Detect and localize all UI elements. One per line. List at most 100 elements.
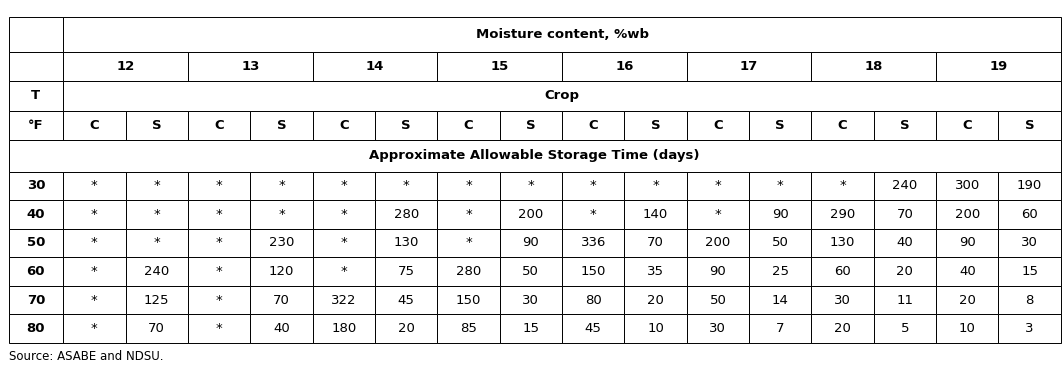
Bar bbox=[749, 314, 812, 343]
Text: S: S bbox=[152, 119, 162, 131]
Text: 140: 140 bbox=[643, 208, 668, 221]
Text: 45: 45 bbox=[398, 293, 415, 306]
Bar bbox=[936, 52, 1061, 82]
Text: 80: 80 bbox=[585, 293, 601, 306]
Text: 120: 120 bbox=[269, 265, 294, 278]
Bar bbox=[9, 111, 63, 140]
Bar bbox=[812, 52, 936, 82]
Bar bbox=[63, 314, 126, 343]
Text: 15: 15 bbox=[1021, 265, 1038, 278]
Text: Crop: Crop bbox=[545, 90, 580, 102]
Bar bbox=[313, 52, 437, 82]
Text: 30: 30 bbox=[710, 322, 727, 335]
Bar bbox=[812, 172, 874, 200]
Bar bbox=[188, 172, 250, 200]
Text: 17: 17 bbox=[739, 61, 759, 73]
Text: 30: 30 bbox=[834, 293, 851, 306]
Text: 25: 25 bbox=[771, 265, 788, 278]
Text: 70: 70 bbox=[148, 322, 165, 335]
Text: *: * bbox=[92, 293, 98, 306]
Text: 50: 50 bbox=[710, 293, 727, 306]
Text: 20: 20 bbox=[647, 293, 664, 306]
Text: *: * bbox=[528, 180, 534, 192]
Text: 130: 130 bbox=[830, 236, 855, 249]
Bar bbox=[250, 257, 313, 286]
Text: 15: 15 bbox=[522, 322, 539, 335]
Bar bbox=[250, 111, 313, 140]
Bar bbox=[250, 314, 313, 343]
Text: 15: 15 bbox=[491, 61, 509, 73]
Text: 70: 70 bbox=[27, 293, 45, 306]
Bar bbox=[63, 229, 126, 257]
Text: 60: 60 bbox=[27, 265, 45, 278]
Text: 11: 11 bbox=[897, 293, 913, 306]
Text: C: C bbox=[963, 119, 972, 131]
Bar bbox=[63, 200, 126, 229]
Text: Approximate Allowable Storage Time (days): Approximate Allowable Storage Time (days… bbox=[369, 149, 700, 162]
Text: 18: 18 bbox=[865, 61, 883, 73]
Bar bbox=[625, 286, 686, 314]
Text: 280: 280 bbox=[394, 208, 419, 221]
Text: 5: 5 bbox=[901, 322, 909, 335]
Bar bbox=[686, 257, 749, 286]
Text: 12: 12 bbox=[116, 61, 135, 73]
Bar bbox=[874, 257, 936, 286]
Text: *: * bbox=[340, 236, 347, 249]
Bar bbox=[375, 200, 437, 229]
Bar bbox=[812, 229, 874, 257]
Text: *: * bbox=[340, 208, 347, 221]
Text: 190: 190 bbox=[1017, 180, 1043, 192]
Bar bbox=[188, 257, 250, 286]
Text: 40: 40 bbox=[273, 322, 289, 335]
Bar bbox=[437, 229, 500, 257]
Text: 70: 70 bbox=[273, 293, 289, 306]
Text: *: * bbox=[465, 180, 471, 192]
Text: 90: 90 bbox=[522, 236, 539, 249]
Bar bbox=[812, 257, 874, 286]
Text: *: * bbox=[340, 265, 347, 278]
Text: *: * bbox=[589, 180, 597, 192]
Bar bbox=[313, 111, 375, 140]
Bar bbox=[812, 111, 874, 140]
Bar bbox=[437, 172, 500, 200]
Bar bbox=[812, 314, 874, 343]
Text: *: * bbox=[92, 180, 98, 192]
Text: *: * bbox=[403, 180, 410, 192]
Bar bbox=[874, 200, 936, 229]
Text: 45: 45 bbox=[585, 322, 601, 335]
Text: C: C bbox=[339, 119, 349, 131]
Text: *: * bbox=[216, 180, 222, 192]
Bar bbox=[188, 200, 250, 229]
Bar bbox=[9, 82, 63, 111]
Bar bbox=[9, 140, 1061, 172]
Bar bbox=[562, 257, 625, 286]
Text: 60: 60 bbox=[1021, 208, 1038, 221]
Text: 14: 14 bbox=[366, 61, 384, 73]
Text: 322: 322 bbox=[331, 293, 356, 306]
Text: 290: 290 bbox=[830, 208, 855, 221]
Text: C: C bbox=[713, 119, 722, 131]
Text: S: S bbox=[277, 119, 286, 131]
Text: 200: 200 bbox=[954, 208, 980, 221]
Text: *: * bbox=[216, 236, 222, 249]
Text: 40: 40 bbox=[959, 265, 976, 278]
Text: 90: 90 bbox=[959, 236, 976, 249]
Bar bbox=[749, 257, 812, 286]
Text: 8: 8 bbox=[1026, 293, 1034, 306]
Bar bbox=[749, 172, 812, 200]
Text: C: C bbox=[89, 119, 99, 131]
Bar bbox=[437, 111, 500, 140]
Bar bbox=[749, 111, 812, 140]
Bar bbox=[936, 314, 998, 343]
Bar bbox=[936, 257, 998, 286]
Text: 16: 16 bbox=[615, 61, 633, 73]
Text: 70: 70 bbox=[647, 236, 664, 249]
Bar bbox=[9, 52, 63, 82]
Text: 200: 200 bbox=[705, 236, 731, 249]
Text: C: C bbox=[214, 119, 223, 131]
Text: 35: 35 bbox=[647, 265, 664, 278]
Bar bbox=[188, 286, 250, 314]
Text: 80: 80 bbox=[27, 322, 45, 335]
Bar bbox=[874, 286, 936, 314]
Bar bbox=[998, 200, 1061, 229]
